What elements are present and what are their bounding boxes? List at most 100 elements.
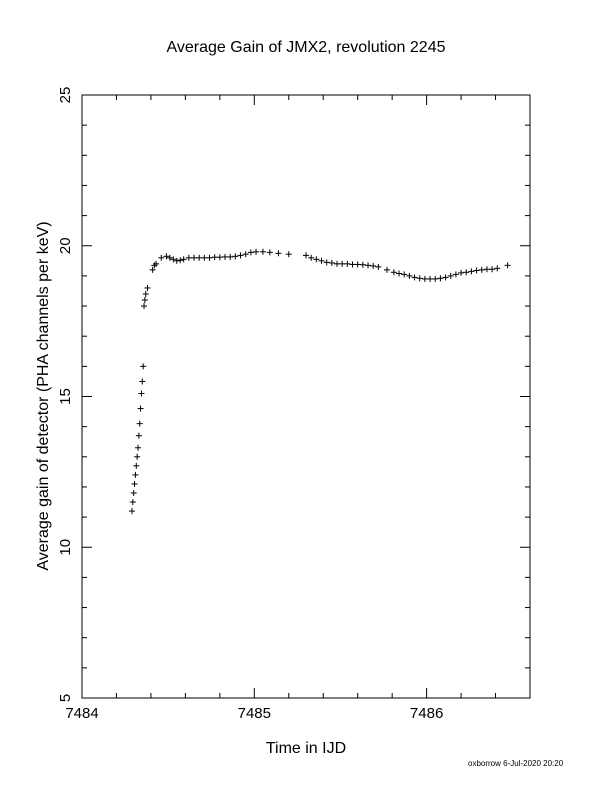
x-axis-label: Time in IJD bbox=[266, 740, 346, 757]
data-point bbox=[216, 254, 223, 261]
data-point bbox=[432, 275, 439, 282]
data-point bbox=[170, 256, 177, 263]
plot-frame bbox=[81, 94, 531, 699]
data-point bbox=[128, 508, 135, 515]
data-point bbox=[211, 254, 218, 261]
x-tick-label: 7486 bbox=[410, 705, 443, 722]
data-point bbox=[141, 297, 148, 304]
data-point bbox=[166, 254, 173, 261]
data-point bbox=[318, 257, 325, 264]
data-point bbox=[275, 250, 282, 257]
data-point bbox=[442, 274, 449, 281]
chart-title: Average Gain of JMX2, revolution 2245 bbox=[167, 39, 446, 56]
data-point bbox=[135, 444, 141, 451]
data-point bbox=[242, 251, 249, 258]
footer-stamp: oxborrow 6-Jul-2020 20:20 bbox=[468, 759, 564, 768]
data-point bbox=[328, 259, 335, 266]
data-point bbox=[149, 266, 156, 273]
data-point bbox=[339, 260, 346, 267]
data-point bbox=[383, 266, 390, 273]
data-point bbox=[163, 253, 170, 260]
data-point bbox=[134, 453, 141, 460]
y-tick-label: 20 bbox=[57, 237, 74, 254]
data-point bbox=[253, 248, 260, 255]
data-point bbox=[133, 462, 140, 469]
data-point bbox=[421, 275, 428, 282]
y-tick-label: 25 bbox=[57, 87, 74, 104]
data-point bbox=[375, 263, 382, 270]
data-point bbox=[222, 253, 229, 260]
data-point bbox=[437, 275, 444, 282]
y-tick-label: 5 bbox=[57, 694, 74, 702]
data-point bbox=[489, 266, 496, 273]
data-point bbox=[185, 254, 192, 261]
data-point bbox=[370, 262, 377, 269]
data-point bbox=[130, 489, 137, 496]
data-point bbox=[458, 269, 465, 276]
data-point bbox=[411, 274, 418, 281]
data-point bbox=[201, 254, 208, 261]
data-point bbox=[138, 390, 145, 397]
data-point bbox=[132, 471, 139, 478]
tick-labels: 7484 7485 7486 5 10 15 20 25 bbox=[57, 87, 443, 722]
data-point bbox=[334, 260, 341, 267]
y-tick-label: 15 bbox=[57, 388, 74, 405]
data-point bbox=[390, 269, 397, 276]
data-point bbox=[401, 271, 408, 278]
data-point bbox=[158, 254, 165, 261]
data-point bbox=[308, 254, 315, 261]
data-points bbox=[128, 248, 511, 515]
data-point bbox=[427, 275, 434, 282]
data-point bbox=[266, 249, 273, 256]
x-tick-label: 7485 bbox=[238, 705, 271, 722]
data-point bbox=[137, 405, 144, 412]
data-point bbox=[463, 269, 470, 276]
data-point bbox=[349, 261, 356, 268]
data-point bbox=[447, 272, 454, 279]
data-point bbox=[354, 261, 361, 268]
data-point bbox=[396, 270, 403, 277]
data-point bbox=[153, 260, 160, 267]
data-point bbox=[129, 499, 136, 506]
axis-ticks bbox=[81, 94, 530, 699]
data-point bbox=[136, 420, 143, 427]
data-point bbox=[180, 256, 187, 263]
data-point bbox=[247, 249, 254, 256]
x-tick-label: 7484 bbox=[65, 705, 98, 722]
data-point bbox=[483, 266, 490, 273]
data-point bbox=[237, 252, 244, 259]
data-point bbox=[303, 252, 309, 259]
data-point bbox=[504, 262, 511, 269]
data-point bbox=[227, 253, 234, 260]
data-point bbox=[144, 284, 151, 291]
y-axis-label: Average gain of detector (PHA channels p… bbox=[35, 221, 52, 570]
data-point bbox=[139, 378, 146, 385]
data-point bbox=[452, 271, 459, 278]
data-point bbox=[313, 256, 320, 263]
data-point bbox=[191, 254, 197, 261]
data-point bbox=[259, 248, 266, 255]
data-point bbox=[365, 262, 372, 269]
data-point bbox=[473, 267, 480, 274]
data-point bbox=[142, 290, 149, 297]
data-point bbox=[135, 432, 142, 439]
data-point bbox=[344, 260, 351, 267]
data-point bbox=[478, 266, 485, 273]
data-point bbox=[468, 268, 475, 275]
data-point bbox=[196, 254, 203, 261]
y-tick-label: 10 bbox=[57, 539, 74, 556]
data-point bbox=[173, 257, 180, 264]
data-point bbox=[416, 275, 423, 282]
data-point bbox=[177, 257, 184, 264]
data-point bbox=[285, 251, 292, 258]
data-point bbox=[359, 261, 366, 268]
data-point bbox=[141, 303, 148, 310]
data-point bbox=[323, 259, 330, 266]
data-point bbox=[131, 480, 138, 487]
data-point bbox=[494, 265, 501, 272]
data-point bbox=[406, 272, 413, 279]
data-point bbox=[232, 253, 239, 260]
data-point bbox=[140, 363, 147, 370]
data-point bbox=[206, 254, 213, 261]
